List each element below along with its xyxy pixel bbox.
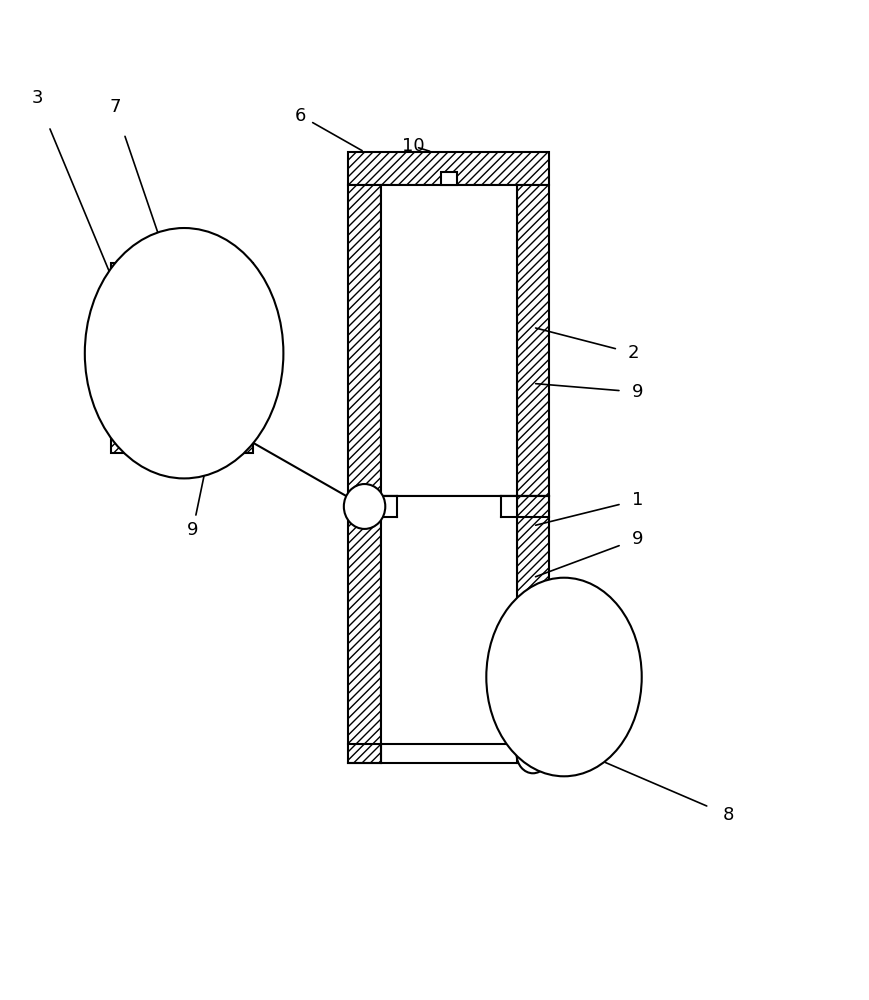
Bar: [135, 434, 232, 453]
Text: 3: 3: [31, 89, 43, 107]
Text: 10: 10: [401, 137, 424, 155]
Ellipse shape: [85, 228, 283, 478]
Text: 8: 8: [722, 806, 733, 824]
Bar: [516, 496, 549, 744]
Bar: [348, 185, 381, 496]
Text: 2: 2: [627, 344, 639, 362]
Text: 9: 9: [632, 530, 643, 548]
Bar: [189, 353, 232, 388]
Bar: [189, 319, 210, 353]
Text: 6: 6: [295, 107, 307, 125]
Text: 7: 7: [109, 98, 121, 116]
Ellipse shape: [344, 484, 385, 529]
Bar: [232, 263, 253, 453]
Bar: [501, 496, 549, 517]
Bar: [348, 496, 396, 517]
Bar: [538, 608, 542, 627]
Ellipse shape: [516, 734, 549, 773]
Bar: [516, 185, 549, 496]
Text: 1: 1: [632, 491, 643, 509]
Text: 9: 9: [187, 521, 198, 539]
Bar: [560, 651, 581, 686]
Bar: [348, 496, 381, 763]
Text: 9: 9: [632, 383, 643, 401]
Bar: [110, 263, 135, 453]
Ellipse shape: [487, 578, 641, 776]
Bar: [581, 608, 603, 755]
Bar: [381, 496, 516, 744]
Bar: [441, 172, 456, 185]
Bar: [381, 185, 516, 496]
Bar: [348, 152, 549, 185]
